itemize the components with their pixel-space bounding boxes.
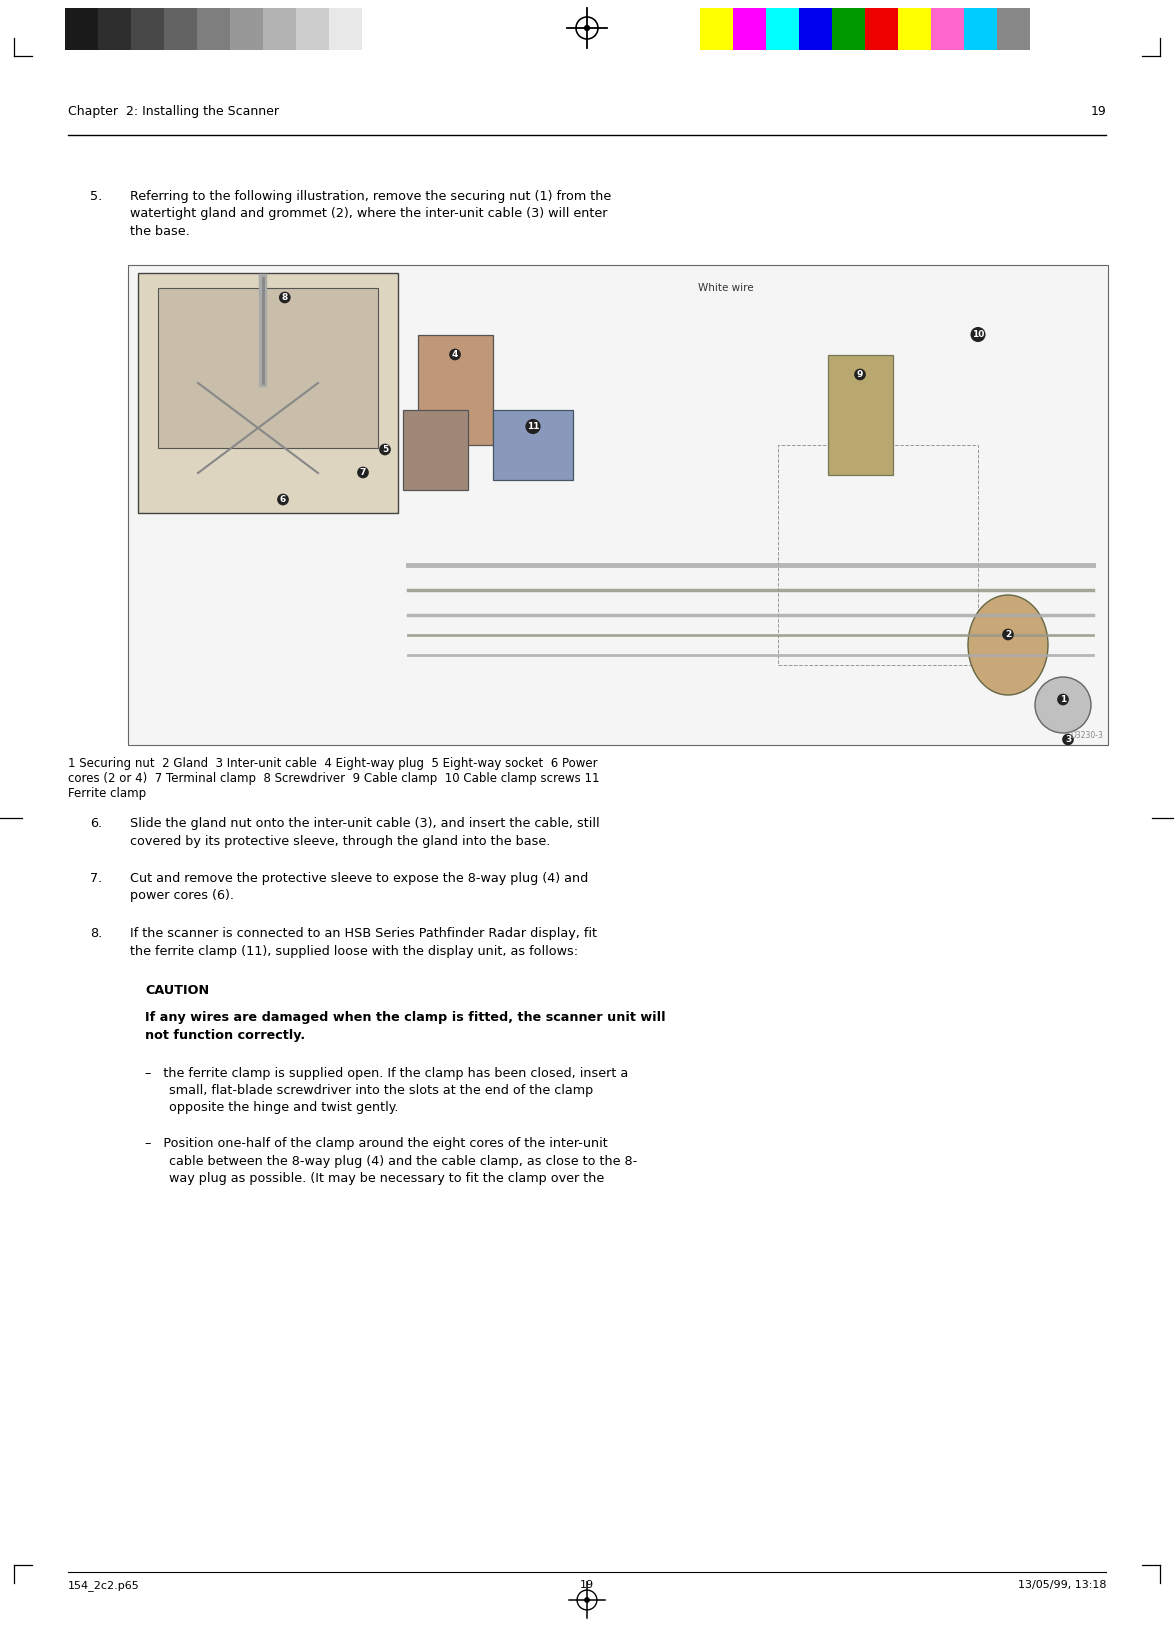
Bar xyxy=(898,8,931,51)
Text: 3: 3 xyxy=(1065,735,1071,743)
Text: not function correctly.: not function correctly. xyxy=(146,1030,305,1043)
Text: 1 Securing nut  2 Gland  3 Inter-unit cable  4 Eight-way plug  5 Eight-way socke: 1 Securing nut 2 Gland 3 Inter-unit cabl… xyxy=(68,756,598,769)
Text: 6: 6 xyxy=(279,494,286,504)
Bar xyxy=(230,8,263,51)
Bar xyxy=(329,8,362,51)
Text: opposite the hinge and twist gently.: opposite the hinge and twist gently. xyxy=(146,1102,398,1115)
Text: 8.: 8. xyxy=(90,927,102,940)
Bar xyxy=(263,8,296,51)
Bar xyxy=(139,273,398,512)
Text: covered by its protective sleeve, through the gland into the base.: covered by its protective sleeve, throug… xyxy=(130,835,551,848)
Bar xyxy=(733,8,765,51)
Text: the ferrite clamp (11), supplied loose with the display unit, as follows:: the ferrite clamp (11), supplied loose w… xyxy=(130,945,578,958)
Text: 9: 9 xyxy=(857,370,863,380)
Bar xyxy=(865,8,898,51)
Text: 19: 19 xyxy=(580,1580,594,1590)
Text: 13/05/99, 13:18: 13/05/99, 13:18 xyxy=(1018,1580,1106,1590)
Circle shape xyxy=(585,1598,589,1603)
Text: 8: 8 xyxy=(282,293,288,301)
Text: Chapter  2: Installing the Scanner: Chapter 2: Installing the Scanner xyxy=(68,105,279,118)
Ellipse shape xyxy=(969,594,1048,696)
Text: 6.: 6. xyxy=(90,817,102,830)
Bar xyxy=(296,8,329,51)
Text: –   Position one-half of the clamp around the eight cores of the inter-unit: – Position one-half of the clamp around … xyxy=(146,1138,608,1151)
Bar xyxy=(158,288,378,449)
Text: If the scanner is connected to an HSB Series Pathfinder Radar display, fit: If the scanner is connected to an HSB Se… xyxy=(130,927,598,940)
Text: White wire: White wire xyxy=(699,283,754,293)
Bar xyxy=(778,445,978,665)
Text: Slide the gland nut onto the inter-unit cable (3), and insert the cable, still: Slide the gland nut onto the inter-unit … xyxy=(130,817,600,830)
Circle shape xyxy=(585,26,589,31)
Text: If any wires are damaged when the clamp is fitted, the scanner unit will: If any wires are damaged when the clamp … xyxy=(146,1012,666,1025)
Text: 154_2c2.p65: 154_2c2.p65 xyxy=(68,1580,140,1591)
Bar xyxy=(418,336,493,445)
Bar xyxy=(997,8,1030,51)
Bar xyxy=(197,8,230,51)
Bar xyxy=(700,8,733,51)
Bar xyxy=(128,265,1108,745)
Text: 10: 10 xyxy=(972,331,984,339)
Text: watertight gland and grommet (2), where the inter-unit cable (3) will enter: watertight gland and grommet (2), where … xyxy=(130,208,607,221)
Text: way plug as possible. (It may be necessary to fit the clamp over the: way plug as possible. (It may be necessa… xyxy=(146,1172,605,1185)
Text: 7.: 7. xyxy=(90,873,102,886)
Text: Ferrite clamp: Ferrite clamp xyxy=(68,787,146,800)
Text: 2: 2 xyxy=(1005,630,1011,638)
Circle shape xyxy=(1035,678,1091,733)
Text: 4: 4 xyxy=(452,350,458,359)
Text: 1: 1 xyxy=(1060,696,1066,704)
Text: 11: 11 xyxy=(527,422,539,431)
Text: Cut and remove the protective sleeve to expose the 8-way plug (4) and: Cut and remove the protective sleeve to … xyxy=(130,873,588,886)
Bar xyxy=(403,409,468,489)
Bar xyxy=(493,409,573,480)
Bar xyxy=(832,8,865,51)
Text: cores (2 or 4)  7 Terminal clamp  8 Screwdriver  9 Cable clamp  10 Cable clamp s: cores (2 or 4) 7 Terminal clamp 8 Screwd… xyxy=(68,773,600,786)
Text: 7: 7 xyxy=(359,468,366,476)
Bar xyxy=(362,8,394,51)
Text: the base.: the base. xyxy=(130,224,190,237)
Text: –   the ferrite clamp is supplied open. If the clamp has been closed, insert a: – the ferrite clamp is supplied open. If… xyxy=(146,1066,628,1079)
Bar xyxy=(931,8,964,51)
Text: power cores (6).: power cores (6). xyxy=(130,889,234,902)
Text: CAUTION: CAUTION xyxy=(146,984,209,997)
Text: 5: 5 xyxy=(382,445,389,453)
Text: 5.: 5. xyxy=(90,190,102,203)
Text: 19: 19 xyxy=(1091,105,1106,118)
Bar xyxy=(964,8,997,51)
Bar xyxy=(164,8,197,51)
Text: D3230-3: D3230-3 xyxy=(1071,732,1104,740)
Bar xyxy=(828,355,893,475)
Text: small, flat-blade screwdriver into the slots at the end of the clamp: small, flat-blade screwdriver into the s… xyxy=(146,1084,593,1097)
Bar xyxy=(131,8,164,51)
Bar xyxy=(799,8,832,51)
Text: Referring to the following illustration, remove the securing nut (1) from the: Referring to the following illustration,… xyxy=(130,190,612,203)
Text: cable between the 8-way plug (4) and the cable clamp, as close to the 8-: cable between the 8-way plug (4) and the… xyxy=(146,1154,637,1167)
Bar xyxy=(765,8,799,51)
Bar xyxy=(65,8,97,51)
Bar xyxy=(97,8,131,51)
